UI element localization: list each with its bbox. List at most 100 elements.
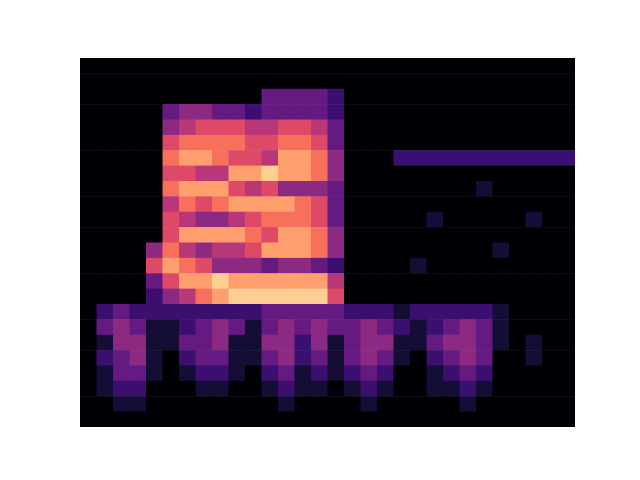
cell — [509, 350, 526, 366]
cell — [542, 381, 559, 397]
cell — [328, 135, 345, 151]
cell — [196, 120, 213, 136]
cell — [361, 319, 378, 335]
cell — [394, 196, 411, 212]
cell — [146, 381, 163, 397]
cell — [212, 166, 229, 182]
cell — [295, 319, 312, 335]
cell — [146, 366, 163, 382]
cell — [394, 89, 411, 105]
cell — [493, 227, 510, 243]
cell — [509, 89, 526, 105]
cell — [229, 258, 246, 274]
cell — [80, 381, 97, 397]
cell — [311, 212, 328, 228]
cell — [311, 258, 328, 274]
cell — [262, 350, 279, 366]
cell — [410, 135, 427, 151]
cell — [427, 396, 444, 412]
cell — [526, 350, 543, 366]
cell — [559, 381, 576, 397]
cell — [229, 227, 246, 243]
cell — [460, 212, 477, 228]
cell — [311, 289, 328, 305]
cell — [163, 396, 180, 412]
cell — [97, 412, 114, 427]
cell — [493, 196, 510, 212]
cell — [394, 58, 411, 74]
cell — [493, 58, 510, 74]
cell — [229, 181, 246, 197]
cell — [509, 258, 526, 274]
cell — [80, 350, 97, 366]
cell — [559, 89, 576, 105]
cell — [493, 304, 510, 320]
cell — [311, 381, 328, 397]
cell — [361, 150, 378, 166]
cell — [311, 196, 328, 212]
cell — [80, 366, 97, 382]
cell — [476, 181, 493, 197]
cell — [542, 104, 559, 120]
cell — [328, 212, 345, 228]
cell — [509, 104, 526, 120]
cell — [146, 150, 163, 166]
cell — [179, 227, 196, 243]
cell — [311, 243, 328, 259]
cell — [179, 89, 196, 105]
cell — [278, 181, 295, 197]
cell — [328, 166, 345, 182]
cell — [245, 243, 262, 259]
cell — [278, 104, 295, 120]
cell — [410, 412, 427, 427]
cell — [427, 73, 444, 89]
cell — [476, 366, 493, 382]
cell — [526, 381, 543, 397]
cell — [113, 366, 130, 382]
cell — [113, 120, 130, 136]
cell — [163, 258, 180, 274]
cell — [344, 258, 361, 274]
cell — [526, 396, 543, 412]
cell — [80, 104, 97, 120]
cell — [361, 181, 378, 197]
cell — [295, 335, 312, 351]
cell — [245, 273, 262, 289]
cell — [328, 335, 345, 351]
cell — [130, 58, 147, 74]
cell — [146, 181, 163, 197]
cell — [146, 396, 163, 412]
cell — [229, 335, 246, 351]
cell — [113, 304, 130, 320]
cell — [80, 243, 97, 259]
cell — [476, 150, 493, 166]
cell — [410, 89, 427, 105]
cell — [509, 150, 526, 166]
cell — [130, 412, 147, 427]
cell — [163, 366, 180, 382]
cell — [344, 73, 361, 89]
cell — [377, 319, 394, 335]
cell — [542, 273, 559, 289]
cell — [410, 58, 427, 74]
cell — [410, 212, 427, 228]
cell — [427, 166, 444, 182]
cell — [245, 120, 262, 136]
cell — [113, 273, 130, 289]
cell — [113, 166, 130, 182]
cell — [493, 381, 510, 397]
cell — [229, 120, 246, 136]
cell — [97, 335, 114, 351]
cell — [262, 120, 279, 136]
cell — [476, 120, 493, 136]
cell — [262, 289, 279, 305]
cell — [361, 304, 378, 320]
cell — [113, 227, 130, 243]
cell — [460, 258, 477, 274]
cell — [97, 196, 114, 212]
cell — [427, 381, 444, 397]
cell — [344, 212, 361, 228]
cell — [295, 150, 312, 166]
cell — [212, 381, 229, 397]
cell — [410, 319, 427, 335]
